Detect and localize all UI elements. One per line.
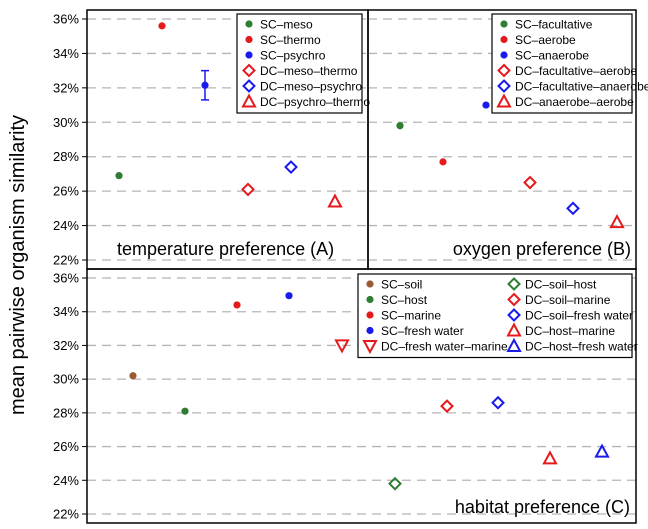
panel-label: habitat preference (C) [455,497,630,517]
y-tick-label: 26% [53,184,79,199]
legend-marker [366,311,374,319]
y-tick-label: 28% [53,149,79,164]
data-point [523,175,537,190]
data-point [491,395,505,410]
legend-marker [500,35,508,44]
panels: 22% 24% 26% 28% 30% 32% 34% 36% SC–mesoSC–thermo… [53,9,648,524]
legend-label: DC–anaerobe–aerobe [515,95,634,109]
y-tick-label: 24% [53,473,79,488]
panel-label: temperature preference (A) [117,239,334,259]
legend-marker [507,292,521,307]
y-tick-label: 28% [53,405,79,420]
y-axis-label: mean pairwise organism similarity [7,115,29,415]
legend-marker [245,20,253,28]
y-tick-label: 32% [53,338,79,353]
legend-marker [366,295,374,304]
data-point [129,372,137,380]
legend-label: SC–fresh water [381,324,464,338]
y-tick-label: 30% [53,115,79,130]
panel-2: SC–facultativeSC–aerobeSC–anaerobeDC–fac… [367,9,648,270]
legend-marker [366,326,374,335]
legend-marker [496,93,512,108]
legend-label: SC–marine [381,309,441,323]
data-point [158,22,166,30]
legend-label: DC–host–fresh water [525,340,638,354]
legend-label: DC–facultative–aerobe [515,64,637,78]
legend-marker [500,51,508,59]
legend-label: SC–psychro [260,49,326,63]
legend-marker [506,322,522,337]
legend-marker [362,340,378,355]
y-tick-label: 30% [53,372,79,387]
legend-box [236,13,363,114]
legend-marker [497,79,511,93]
legend-marker [241,93,257,108]
data-point [284,160,298,174]
legend-marker [507,277,521,291]
data-point [181,407,189,415]
data-point [334,339,350,354]
legend-marker [366,280,374,288]
legend-marker [245,35,253,44]
y-tick-label: 22% [53,507,79,522]
legend-label: SC–facultative [515,18,593,32]
y-tick-label: 24% [53,218,79,233]
data-point [609,214,625,229]
legend-label: SC–host [381,293,428,307]
data-point [594,443,610,458]
legend-marker [242,63,256,78]
legend-label: DC–facultative–anaerobe [515,80,648,94]
panel-label: oxygen preference (B) [453,239,631,259]
legend-marker [497,63,511,78]
y-tick-label: 36% [53,271,79,286]
legend-marker [507,308,521,322]
legend-box [357,273,633,359]
y-tick-label: 22% [53,253,79,268]
legend-label: SC–thermo [260,33,321,47]
data-point [396,122,404,130]
data-point [542,450,558,465]
legend-label: DC–psychro–thermo [260,95,370,109]
panel-frame [86,268,637,524]
data-point [285,292,293,300]
legend-label: DC–meso–thermo [260,64,358,78]
panel-1: 22% 24% 26% 28% 30% 32% 34% 36% SC–mesoSC–thermo… [53,9,370,270]
legend-label: SC–aerobe [515,33,576,47]
data-point [440,399,454,414]
legend-marker [242,79,256,93]
data-point [482,101,490,109]
legend-label: DC–soil–host [525,278,597,292]
legend-label: DC–fresh water–marine [381,340,508,354]
legend-label: SC–anaerobe [515,49,589,63]
data-point [241,182,255,197]
y-tick-label: 36% [53,12,79,27]
y-tick-label: 32% [53,80,79,95]
y-tick-label: 34% [53,304,79,319]
legend-label: DC–soil–fresh water [525,309,633,323]
legend-box [491,13,633,114]
data-point [566,201,580,216]
legend-label: SC–soil [381,278,422,292]
legend-label: DC–soil–marine [525,293,611,307]
legend-marker [500,20,508,28]
legend-label: SC–meso [260,18,313,32]
y-tick-label: 34% [53,46,79,61]
legend-marker [245,51,253,59]
legend-marker [506,337,522,352]
y-tick-label: 26% [53,439,79,454]
data-point [233,301,241,309]
legend-label: DC–meso–psychro [260,80,362,94]
data-point [115,172,123,180]
data-point [201,81,209,89]
legend-label: DC–host–marine [525,324,615,338]
data-point [439,158,447,166]
data-point [388,476,402,491]
data-point [327,193,343,208]
